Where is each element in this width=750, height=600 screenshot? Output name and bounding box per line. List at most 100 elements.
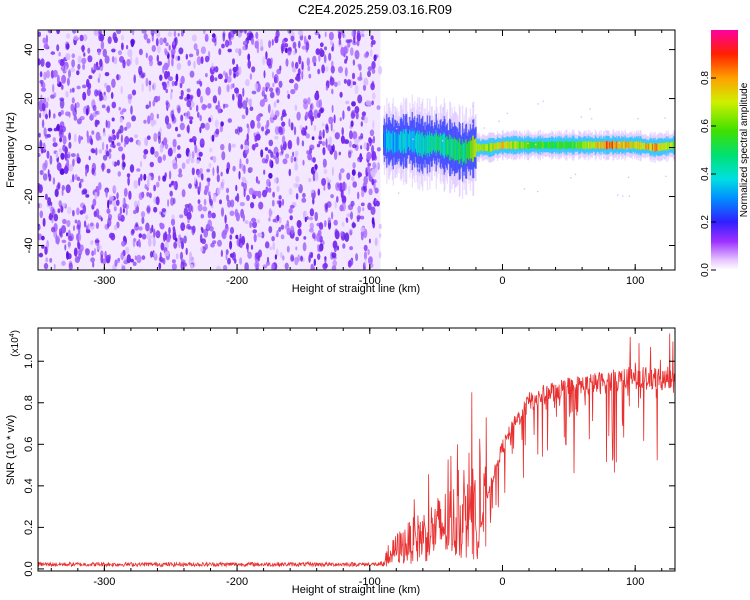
noise-speckle (149, 59, 153, 67)
signal-outlier (664, 117, 666, 119)
noise-speckle (76, 85, 81, 90)
signal-core (657, 143, 659, 151)
noise-speckle (287, 93, 291, 99)
signal-core (651, 142, 653, 152)
signal-core (560, 141, 562, 149)
noise-speckle (50, 201, 53, 206)
noise-speckle (220, 121, 224, 127)
signal-core (636, 141, 638, 150)
noise-speckle (79, 178, 84, 183)
noise-speckle (303, 35, 307, 45)
noise-speckle (68, 262, 73, 270)
noise-speckle (306, 216, 309, 220)
signal-core (410, 131, 412, 150)
noise-speckle (199, 114, 202, 122)
noise-speckle (165, 234, 171, 243)
noise-speckle (194, 184, 198, 189)
noise-speckle (187, 218, 190, 224)
noise-speckle (58, 59, 61, 64)
noise-speckle (68, 132, 71, 141)
signal-core (533, 142, 535, 149)
noise-speckle (278, 200, 282, 208)
noise-speckle (227, 257, 231, 265)
noise-speckle (358, 156, 363, 161)
snr-scale-exponent: 4 (9, 333, 16, 337)
noise-speckle (183, 235, 187, 244)
signal-core (454, 138, 456, 161)
noise-speckle (249, 106, 254, 111)
noise-speckle (111, 48, 116, 53)
noise-speckle (71, 97, 75, 104)
noise-speckle (304, 216, 307, 223)
noise-speckle (147, 115, 151, 125)
signal-core (670, 142, 672, 149)
signal-core (576, 142, 578, 149)
noise-speckle (82, 84, 87, 89)
noise-speckle (73, 133, 77, 143)
noise-speckle (323, 168, 328, 175)
noise-speckle (188, 53, 194, 58)
signal-core (434, 133, 436, 153)
noise-speckle (322, 129, 325, 139)
noise-speckle (360, 145, 363, 150)
signal-core (557, 141, 559, 149)
noise-speckle (169, 190, 173, 197)
noise-speckle (61, 260, 66, 266)
noise-speckle (321, 122, 325, 127)
noise-speckle (98, 148, 103, 154)
noise-speckle (164, 251, 170, 257)
signal-core (465, 138, 468, 164)
noise-speckle (116, 192, 119, 200)
signal-core (645, 143, 648, 150)
noise-speckle (294, 150, 299, 157)
signal-core (417, 130, 419, 156)
noise-speckle (327, 217, 331, 224)
noise-speckle (201, 103, 207, 111)
noise-speckle (42, 217, 46, 227)
noise-speckle (251, 90, 257, 95)
noise-speckle (121, 160, 126, 171)
noise-speckle (365, 99, 371, 106)
noise-speckle (154, 151, 159, 158)
noise-speckle (38, 225, 41, 230)
noise-speckle (263, 70, 266, 79)
noise-speckle (97, 49, 101, 56)
noise-speckle (144, 137, 149, 145)
noise-speckle (177, 55, 181, 61)
signal-core (672, 142, 674, 149)
signal-core (520, 142, 523, 149)
noise-speckle (315, 48, 321, 55)
signal-core (527, 141, 529, 149)
signal-outlier (665, 175, 667, 178)
noise-speckle (330, 121, 333, 132)
signal-core (432, 135, 434, 152)
noise-speckle (172, 163, 178, 170)
noise-speckle (280, 224, 285, 230)
noise-speckle (159, 143, 164, 153)
noise-speckle (217, 86, 222, 96)
snr-x-tick-label: -200 (226, 576, 248, 588)
noise-speckle (244, 144, 249, 151)
noise-speckle (90, 113, 93, 121)
signal-core (609, 141, 611, 149)
colorbar-tick-label: 0.2 (700, 215, 711, 229)
noise-speckle (241, 163, 244, 171)
noise-speckle (79, 244, 84, 252)
noise-speckle (341, 201, 347, 212)
noise-speckle (308, 228, 314, 233)
noise-speckle (316, 143, 321, 148)
noise-speckle (150, 118, 155, 127)
noise-speckle (163, 137, 168, 146)
noise-speckle (269, 112, 275, 118)
signal-core (621, 141, 624, 149)
signal-core (559, 141, 562, 149)
noise-speckle (62, 218, 67, 225)
noise-speckle (73, 35, 79, 41)
noise-speckle (123, 256, 127, 261)
noise-speckle (227, 118, 232, 123)
signal-core (514, 141, 516, 150)
noise-speckle (275, 248, 279, 257)
noise-speckle (175, 126, 178, 132)
noise-speckle (124, 136, 130, 145)
